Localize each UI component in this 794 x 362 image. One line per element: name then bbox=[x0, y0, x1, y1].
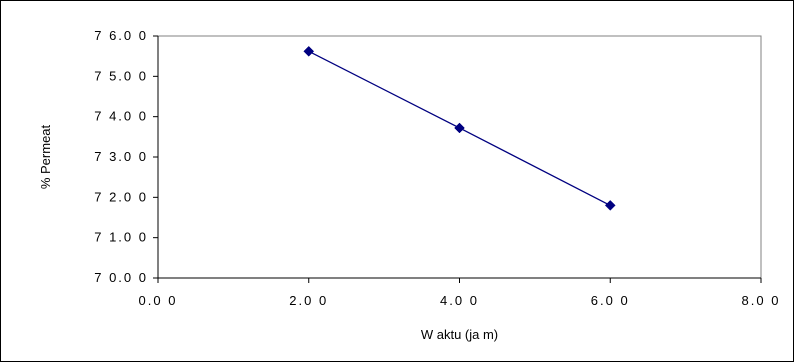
x-tick-label: 8.0 0 bbox=[742, 293, 781, 308]
x-axis: 0.0 0 2.0 0 4.0 0 6.0 0 8.0 0 bbox=[139, 277, 781, 308]
y-tick-label: 7 3.0 0 bbox=[94, 149, 148, 164]
data-point-marker bbox=[303, 45, 315, 57]
x-axis-title: W aktu (ja m) bbox=[421, 327, 498, 342]
y-tick-label: 7 1.0 0 bbox=[94, 230, 148, 245]
x-tick-label: 2.0 0 bbox=[289, 293, 328, 308]
y-axis: 7 0.0 0 7 1.0 0 7 2.0 0 7 3.0 0 7 4.0 0 7 5.0… bbox=[94, 28, 159, 285]
data-point-marker bbox=[454, 122, 465, 134]
y-tick-label: 7 2.0 0 bbox=[94, 189, 148, 204]
x-tick-label: 0.0 0 bbox=[139, 293, 178, 308]
y-tick-label: 7 4.0 0 bbox=[94, 109, 148, 124]
y-tick-label: 7 5.0 0 bbox=[94, 68, 148, 83]
data-point-marker bbox=[604, 200, 616, 211]
y-tick-label: 7 6.0 0 bbox=[94, 28, 148, 43]
y-axis-title: % Permeat bbox=[38, 124, 53, 189]
series-layer bbox=[303, 45, 616, 211]
x-tick-label: 6.0 0 bbox=[591, 293, 630, 308]
x-tick-label: 4.0 0 bbox=[440, 293, 479, 308]
y-tick-label: 7 0.0 0 bbox=[94, 270, 148, 285]
plot-area bbox=[157, 35, 762, 279]
